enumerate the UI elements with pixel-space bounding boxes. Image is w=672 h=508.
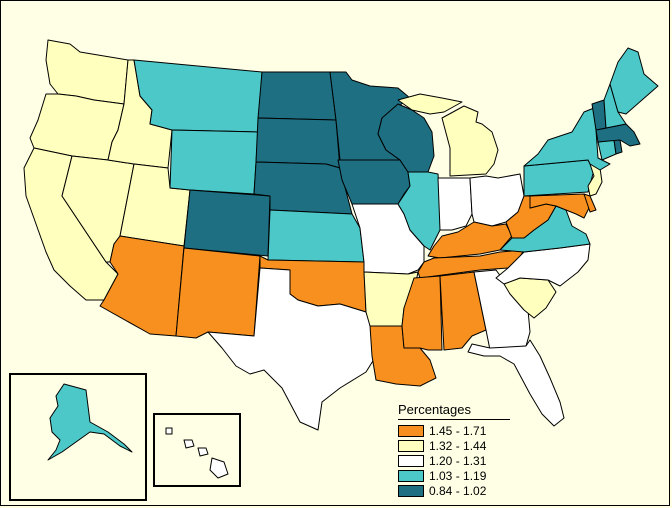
- state-TX: [207, 267, 377, 431]
- state-NM: [175, 247, 261, 339]
- legend-swatch: [398, 454, 424, 467]
- legend-swatch: [398, 484, 424, 497]
- legend-label: 1.32 - 1.44: [429, 438, 487, 453]
- legend-swatch: [398, 439, 424, 452]
- legend-label: 1.03 - 1.19: [429, 468, 487, 483]
- state-MA: [595, 123, 641, 147]
- state-HI-3: [183, 439, 195, 449]
- legend-item: 1.32 - 1.44: [398, 438, 513, 453]
- legend-item: 1.45 - 1.71: [398, 423, 513, 438]
- state-HI-4: [165, 427, 173, 435]
- state-IL: [397, 171, 443, 251]
- legend-item: 1.03 - 1.19: [398, 468, 513, 483]
- legend-swatch: [398, 469, 424, 482]
- state-NH: [603, 83, 627, 129]
- state-KY: [427, 221, 513, 259]
- legend: Percentages 1.45 - 1.71 1.32 - 1.44 1.20 -…: [398, 402, 513, 498]
- legend-rows: 1.45 - 1.71 1.32 - 1.44 1.20 - 1.31 1.03 - …: [398, 423, 513, 498]
- state-KS: [267, 209, 365, 263]
- state-SD: [255, 117, 341, 169]
- state-HI-2: [197, 447, 209, 457]
- state-IN: [437, 177, 473, 231]
- state-CT: [597, 139, 617, 161]
- state-AZ: [99, 235, 185, 337]
- state-FL: [467, 339, 565, 427]
- state-ME: [609, 47, 659, 115]
- state-WI: [377, 103, 435, 173]
- legend-title: Percentages: [398, 402, 510, 420]
- state-MI-upper: [397, 93, 463, 115]
- legend-item: 0.84 - 1.02: [398, 483, 513, 498]
- state-ND: [257, 71, 337, 121]
- hawaii-inset-frame: [153, 413, 241, 487]
- state-MS: [401, 275, 443, 351]
- state-HI-1: [209, 457, 229, 479]
- legend-label: 0.84 - 1.02: [429, 483, 487, 498]
- state-CO: [183, 189, 271, 257]
- state-WY: [169, 129, 259, 195]
- legend-label: 1.20 - 1.31: [429, 453, 487, 468]
- state-IA: [337, 159, 411, 205]
- state-MI: [441, 105, 499, 177]
- state-RI: [613, 139, 623, 155]
- legend-item: 1.20 - 1.31: [398, 453, 513, 468]
- state-AK: [47, 383, 133, 461]
- legend-swatch: [398, 424, 424, 437]
- state-DE: [583, 193, 597, 213]
- state-MT: [133, 59, 263, 133]
- legend-label: 1.45 - 1.71: [429, 423, 487, 438]
